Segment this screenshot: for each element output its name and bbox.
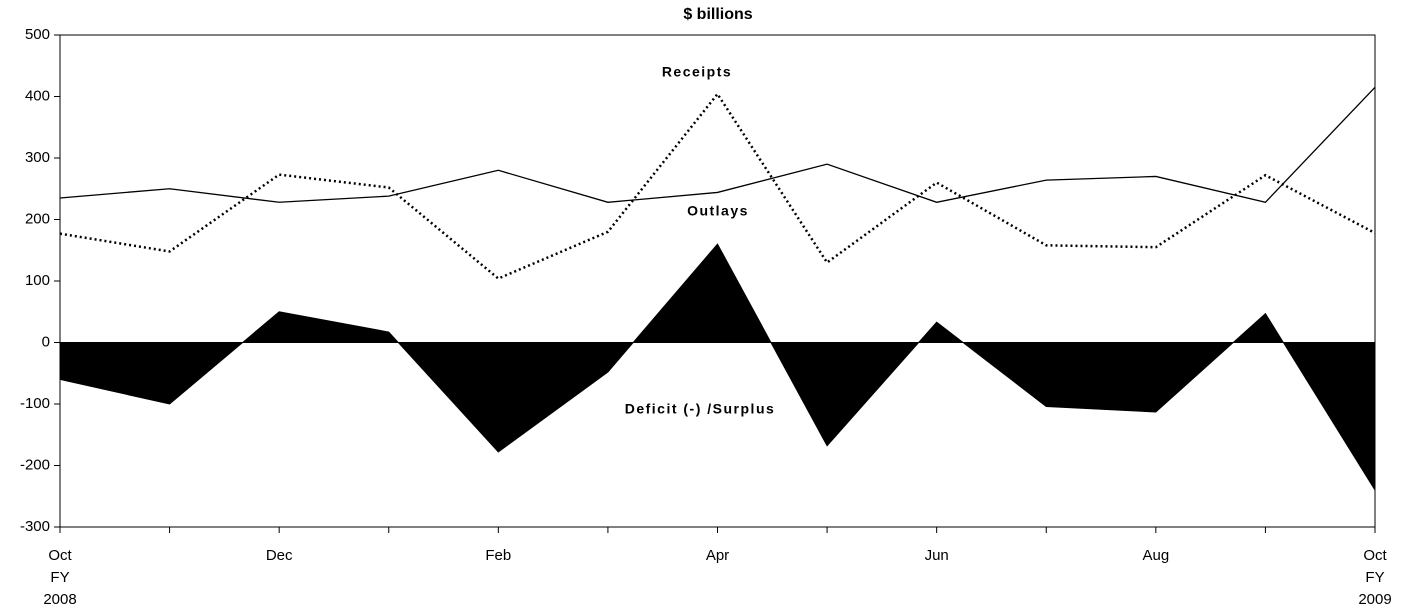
y-tick-label: 400 [25, 87, 50, 104]
y-tick-label: -200 [20, 456, 50, 473]
y-tick-label: 100 [25, 272, 50, 289]
y-tick-label: -300 [20, 518, 50, 535]
series-label: Receipts [662, 64, 732, 80]
y-tick-label: 300 [25, 149, 50, 166]
series-label: Deficit (-) /Surplus [625, 401, 776, 417]
x-tick-label: Oct FY 2008 [43, 547, 77, 608]
y-tick-label: 500 [25, 26, 50, 43]
series-label: Outlays [687, 203, 749, 219]
x-tick-label: Oct FY 2009 [1358, 547, 1392, 608]
x-tick-label: Jun [924, 547, 949, 564]
x-tick-label: Feb [485, 547, 512, 564]
y-tick-label: 0 [42, 333, 50, 350]
chart-title: $ billions [683, 6, 752, 23]
x-tick-label: Apr [705, 547, 730, 564]
line [59, 86, 1376, 203]
line [59, 91, 1376, 280]
area [59, 243, 1376, 492]
y-tick-label: 200 [25, 210, 50, 227]
x-tick-label: Dec [265, 547, 293, 564]
x-tick-label: Aug [1142, 547, 1170, 564]
y-tick-label: -100 [20, 395, 50, 412]
